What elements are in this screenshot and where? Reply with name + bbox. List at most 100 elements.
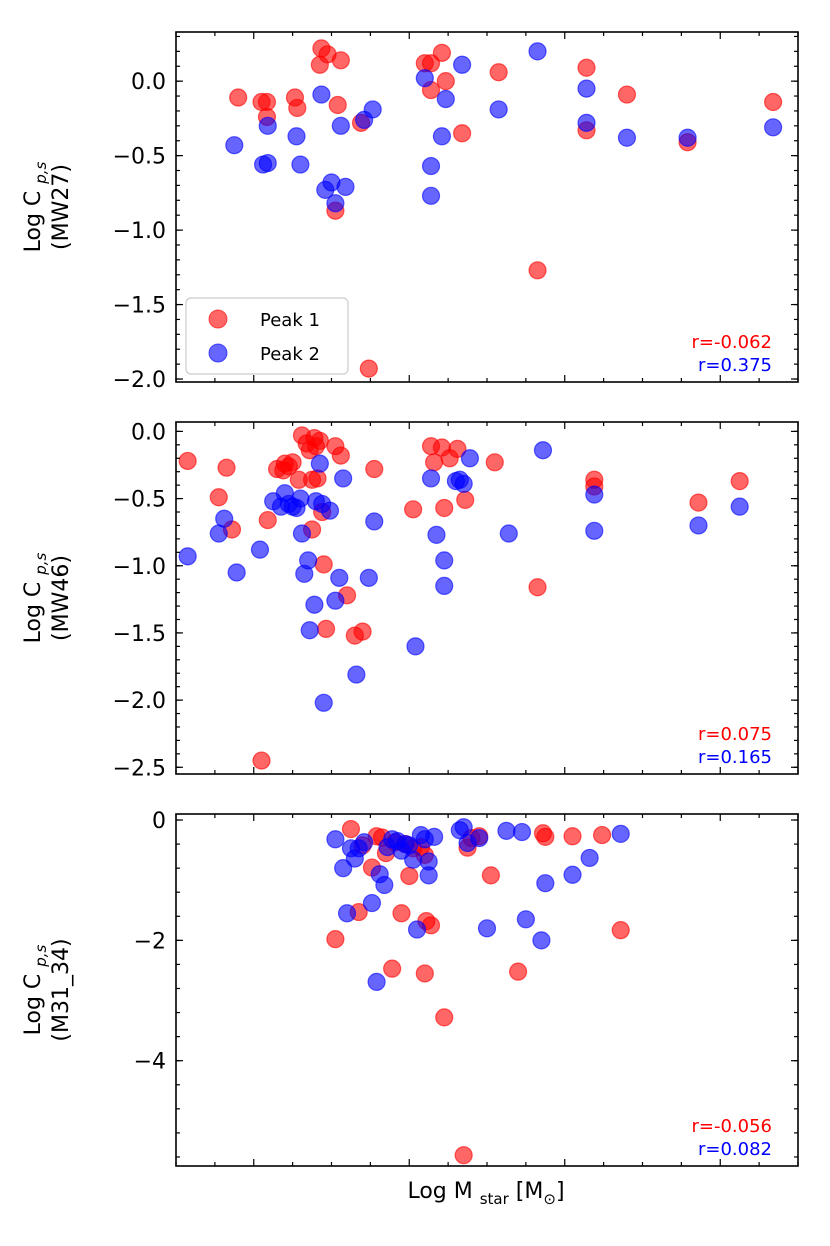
y-axis-label: Log C p,s: [21, 161, 50, 252]
data-point: [288, 98, 307, 118]
data-point: [407, 920, 427, 939]
y-tick-label: −2.0: [113, 689, 166, 714]
data-point: [392, 904, 411, 923]
y-axis-label: Log C p,s: [21, 552, 50, 643]
y-tick-label: −0.5: [113, 145, 166, 170]
data-point: [689, 493, 708, 512]
data-point: [516, 910, 535, 929]
y-tick-label: −1.0: [113, 219, 166, 244]
data-point: [355, 833, 374, 852]
data-point: [178, 547, 197, 566]
data-point: [258, 153, 277, 173]
data-point: [341, 819, 361, 839]
correlation-peak-1: r=-0.062: [691, 332, 772, 353]
data-point: [334, 469, 353, 488]
legend: Peak 1 Peak 2: [185, 297, 349, 375]
data-point: [299, 551, 318, 570]
y-tick-label: −1.5: [113, 622, 166, 647]
data-point: [485, 453, 504, 472]
data-point: [508, 962, 528, 981]
data-point: [365, 459, 384, 479]
y-axis-label-text: Log C: [21, 575, 46, 644]
data-point: [331, 116, 350, 135]
data-point: [209, 488, 228, 507]
data-point: [314, 555, 333, 574]
y-tick-label: −2.5: [113, 756, 166, 781]
data-point: [499, 524, 518, 543]
series-peak-2: [326, 818, 630, 991]
data-point: [421, 186, 441, 205]
data-point: [336, 177, 355, 196]
data-point: [528, 261, 547, 280]
data-point: [563, 865, 582, 884]
correlation-peak-2: r=0.082: [698, 1139, 772, 1160]
data-point: [533, 441, 553, 460]
data-point: [415, 964, 434, 983]
data-point: [489, 63, 508, 82]
data-point: [617, 85, 637, 104]
x-axis-label-part: star: [480, 1190, 510, 1208]
data-point: [359, 359, 378, 378]
data-point: [454, 474, 473, 493]
data-point: [308, 469, 327, 488]
y-tick-label: −1.0: [113, 555, 166, 580]
data-point: [334, 859, 353, 878]
plot-frame: [175, 813, 799, 1167]
data-point: [316, 619, 336, 639]
data-point: [404, 850, 423, 869]
data-point: [326, 830, 345, 849]
y-axis-label-line2: (M31_34): [49, 938, 74, 1041]
data-point: [730, 497, 749, 516]
data-point: [536, 827, 555, 846]
data-point: [292, 524, 312, 543]
x-axis-label-part: ⊙: [543, 1190, 556, 1208]
data-point: [611, 921, 630, 940]
data-point: [353, 622, 372, 641]
data-point: [585, 485, 604, 504]
data-point: [287, 127, 306, 146]
data-point: [383, 959, 402, 978]
data-point: [258, 116, 277, 135]
data-point: [563, 827, 582, 846]
series-peak-2: [225, 42, 783, 213]
panel-1: Log C p,s (MW27) 0.0 −0.5 −1.0 −1.5 −2.0 r=-0.0…: [21, 31, 799, 393]
data-point: [764, 118, 783, 137]
data-point: [312, 85, 331, 104]
y-tick-label: −4: [134, 1050, 166, 1075]
data-point: [617, 128, 637, 147]
data-point: [528, 42, 547, 61]
data-point: [217, 458, 236, 477]
x-axis-label-part: ]: [556, 1179, 565, 1204]
data-point: [320, 501, 340, 520]
y-tick-label: 0.0: [131, 420, 166, 445]
data-point: [421, 469, 441, 488]
y-axis-label-subscript: p,s: [32, 552, 50, 575]
data-point: [330, 568, 349, 587]
data-point: [363, 100, 382, 119]
data-point: [577, 58, 596, 77]
data-point: [314, 693, 333, 712]
data-point: [227, 563, 246, 582]
data-point: [362, 893, 382, 913]
series-peak-1: [229, 39, 783, 378]
data-point: [404, 500, 423, 519]
x-axis-label-part: Log M: [407, 1179, 479, 1204]
y-tick-label: −0.5: [113, 488, 166, 513]
data-point: [432, 43, 452, 62]
data-point: [310, 431, 329, 450]
data-point: [432, 127, 452, 146]
data-point: [436, 72, 455, 91]
legend-marker-peak-1: [208, 309, 228, 329]
data-point: [331, 51, 350, 70]
data-point: [453, 55, 472, 74]
data-point: [419, 852, 438, 871]
data-point: [326, 930, 345, 949]
data-point: [689, 516, 708, 535]
legend-label-peak-1: Peak 1: [260, 310, 320, 331]
data-point: [215, 509, 234, 528]
data-point: [283, 453, 302, 472]
data-point: [577, 113, 596, 132]
data-point: [730, 472, 749, 491]
data-point: [528, 578, 547, 597]
